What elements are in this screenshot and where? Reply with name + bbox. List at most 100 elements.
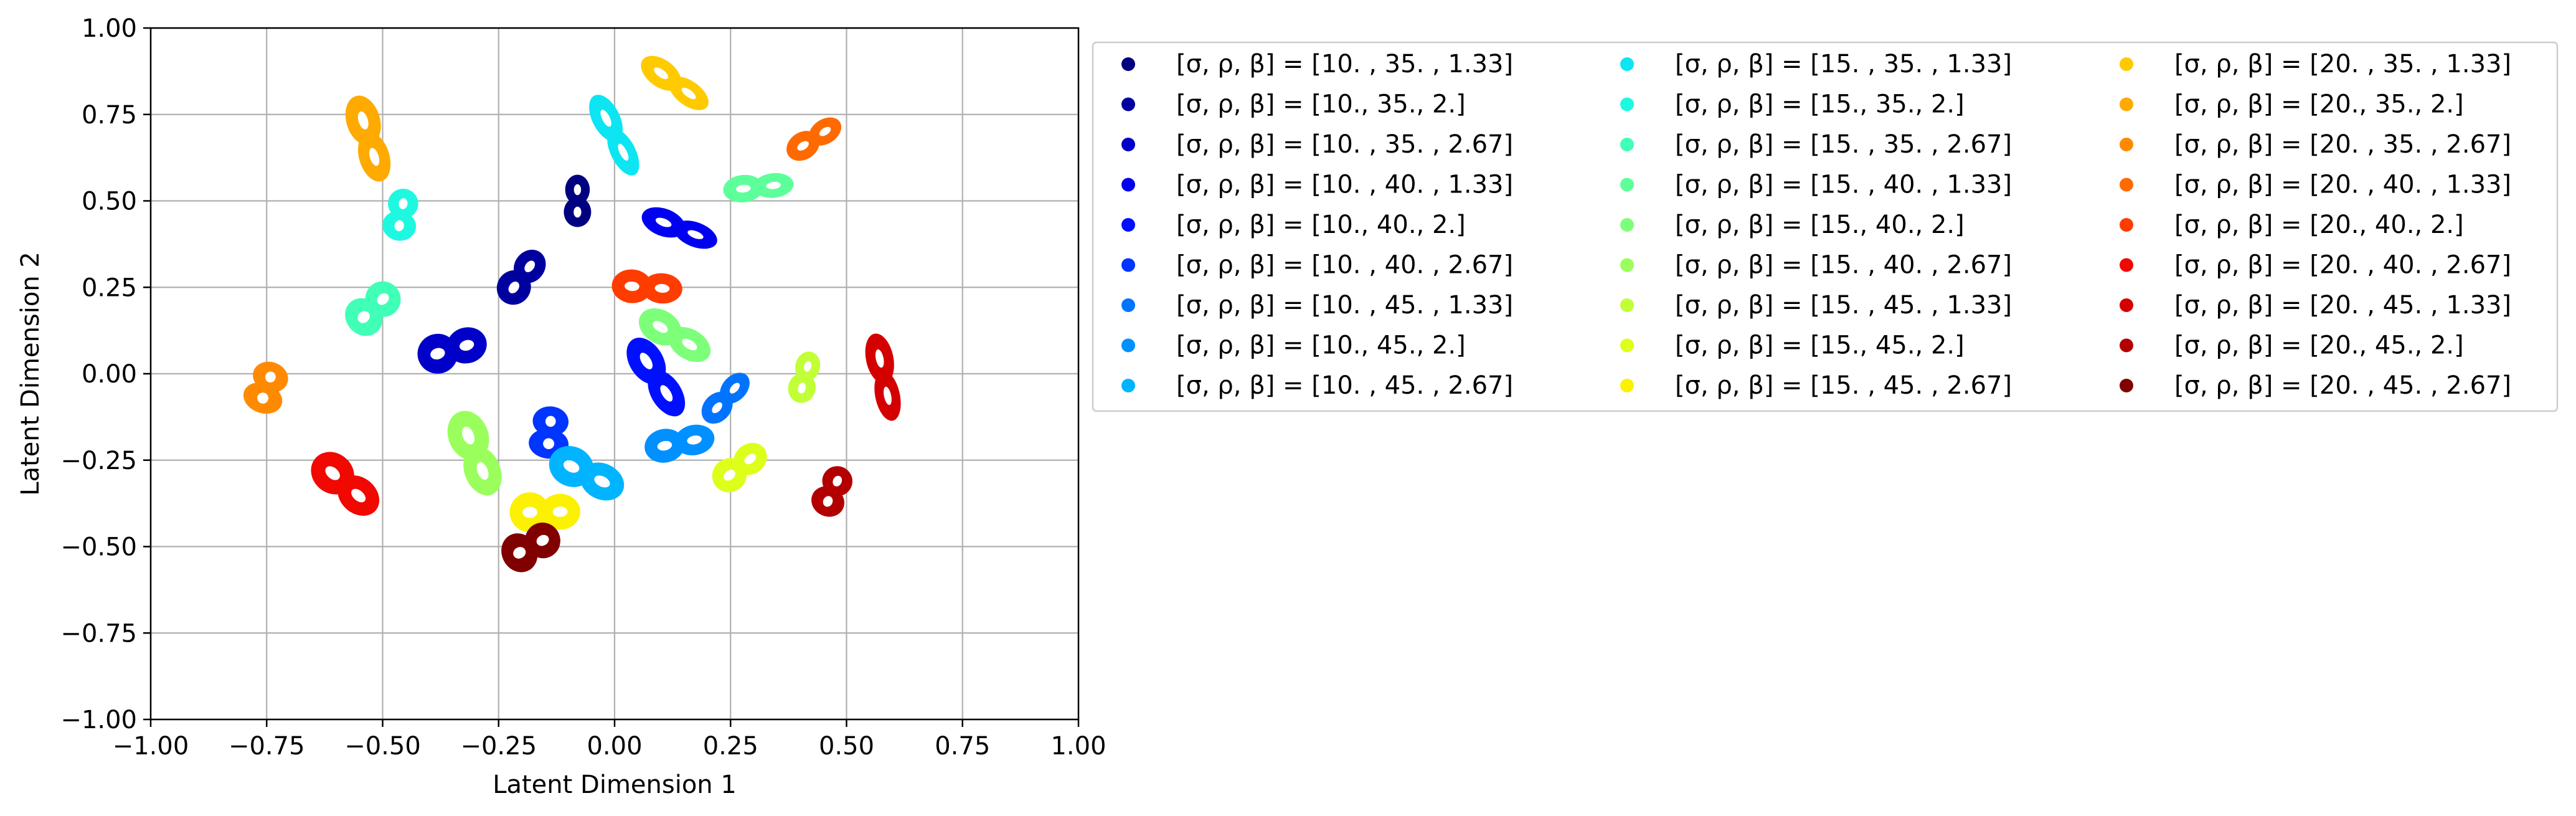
data-cluster: [509, 492, 580, 533]
cluster-hole: [744, 453, 757, 465]
cluster-hole: [654, 283, 670, 293]
y-tick-label: 0.50: [82, 187, 137, 216]
y-axis-title: Latent Dimension 2: [16, 252, 45, 496]
legend-marker: [2120, 258, 2133, 272]
data-cluster: [549, 445, 625, 501]
cluster-hole: [594, 475, 610, 488]
cluster-hole: [618, 143, 629, 161]
cluster-hole: [573, 206, 582, 218]
cluster-hole: [766, 181, 781, 189]
cluster-hole: [522, 506, 537, 518]
legend-label: [σ, ρ, β] = [10. , 40. , 2.67]: [1176, 251, 1513, 280]
data-cluster: [712, 442, 767, 493]
x-tick-label: 0.75: [935, 732, 990, 761]
cluster-hole: [513, 547, 526, 559]
x-tick-label: 1.00: [1050, 732, 1106, 761]
y-tick-label: 0.00: [82, 360, 137, 389]
data-cluster: [417, 327, 487, 374]
legend-marker: [2120, 298, 2133, 312]
cluster-hole: [459, 339, 474, 351]
legend-marker: [2120, 379, 2133, 392]
cluster-hole: [797, 141, 809, 151]
x-tick-label: 0.50: [819, 732, 874, 761]
legend-marker: [1620, 258, 1634, 272]
legend-label: [σ, ρ, β] = [10. , 35. , 1.33]: [1176, 50, 1513, 78]
cluster-hole: [687, 230, 704, 239]
legend-label: [σ, ρ, β] = [15. , 40. , 1.33]: [1675, 171, 2012, 199]
legend-marker: [1121, 338, 1135, 353]
cluster-hole: [357, 111, 369, 130]
legend-marker: [2120, 97, 2133, 111]
data-cluster: [701, 372, 750, 424]
cluster-hole: [798, 382, 806, 394]
legend-label: [σ, ρ, β] = [10., 40., 2.]: [1176, 211, 1466, 239]
y-tick-label: −0.25: [60, 447, 137, 475]
legend-marker: [1620, 138, 1634, 151]
cluster-hole: [884, 386, 892, 406]
cluster-hole: [639, 353, 653, 369]
y-tick-label: 0.75: [82, 101, 137, 130]
cluster-hole: [545, 415, 556, 427]
data-cluster: [345, 281, 401, 336]
legend: [σ, ρ, β] = [10. , 35. , 1.33] [σ, ρ, β] …: [1092, 41, 2559, 412]
legend-label: [σ, ρ, β] = [15., 45., 2.]: [1675, 331, 1965, 360]
data-cluster: [641, 207, 717, 249]
cluster-hole: [823, 496, 833, 507]
cluster-hole: [653, 321, 668, 333]
cluster-hole: [430, 348, 445, 360]
data-cluster: [243, 361, 288, 414]
cluster-hole: [657, 440, 672, 451]
data-cluster: [496, 249, 546, 305]
cluster-hole: [462, 427, 475, 445]
legend-label: [σ, ρ, β] = [20. , 45. , 2.67]: [2174, 371, 2511, 400]
cluster-hole: [819, 126, 831, 136]
legend-marker: [1121, 97, 1135, 111]
legend-marker: [2120, 338, 2133, 353]
data-clusters: [243, 55, 901, 572]
cluster-hole: [735, 184, 751, 193]
data-cluster: [811, 466, 853, 517]
legend-marker: [2120, 57, 2133, 71]
legend-marker: [1121, 298, 1135, 312]
legend-label: [σ, ρ, β] = [10. , 35. , 2.67]: [1176, 130, 1513, 159]
y-tick-label: −0.75: [60, 619, 137, 648]
legend-label: [σ, ρ, β] = [15. , 40. , 2.67]: [1675, 251, 2012, 280]
legend-marker: [2120, 178, 2133, 192]
legend-label: [σ, ρ, β] = [20. , 40. , 1.33]: [2174, 171, 2511, 199]
legend-label: [σ, ρ, β] = [20., 40., 2.]: [2174, 211, 2464, 239]
legend-label: [σ, ρ, β] = [15., 40., 2.]: [1675, 211, 1965, 239]
data-cluster: [447, 410, 502, 496]
legend-label: [σ, ρ, β] = [20. , 45. , 1.33]: [2174, 291, 2511, 320]
x-tick-label: 0.25: [703, 732, 758, 761]
cluster-hole: [833, 475, 842, 486]
legend-marker: [1121, 57, 1135, 71]
cluster-hole: [573, 184, 582, 196]
cluster-hole: [600, 110, 611, 127]
cluster-hole: [543, 438, 555, 450]
x-axis-title: Latent Dimension 1: [493, 771, 737, 799]
cluster-hole: [369, 148, 380, 166]
legend-label: [σ, ρ, β] = [20., 45., 2.]: [2174, 331, 2464, 360]
data-cluster: [644, 424, 715, 463]
cluster-hole: [508, 282, 519, 293]
cluster-hole: [325, 466, 340, 480]
legend-marker: [1121, 218, 1135, 232]
cluster-hole: [536, 534, 549, 546]
cluster-hole: [875, 349, 884, 368]
data-cluster: [311, 452, 380, 516]
legend-marker: [1620, 338, 1634, 353]
cluster-hole: [804, 361, 812, 372]
legend-marker: [1620, 298, 1634, 312]
data-cluster: [641, 55, 709, 110]
x-tick-label: −0.75: [229, 732, 305, 761]
legend-label: [σ, ρ, β] = [10. , 45. , 2.67]: [1176, 371, 1513, 400]
data-cluster: [723, 173, 794, 202]
data-cluster: [345, 95, 391, 182]
cluster-hole: [729, 382, 740, 394]
x-tick-label: −0.50: [344, 732, 421, 761]
x-tick-label: −0.25: [460, 732, 537, 761]
legend-marker: [2120, 218, 2133, 232]
legend-marker: [1620, 97, 1634, 111]
legend-label: [σ, ρ, β] = [15. , 35. , 2.67]: [1675, 130, 2012, 159]
legend-marker: [2120, 138, 2133, 151]
